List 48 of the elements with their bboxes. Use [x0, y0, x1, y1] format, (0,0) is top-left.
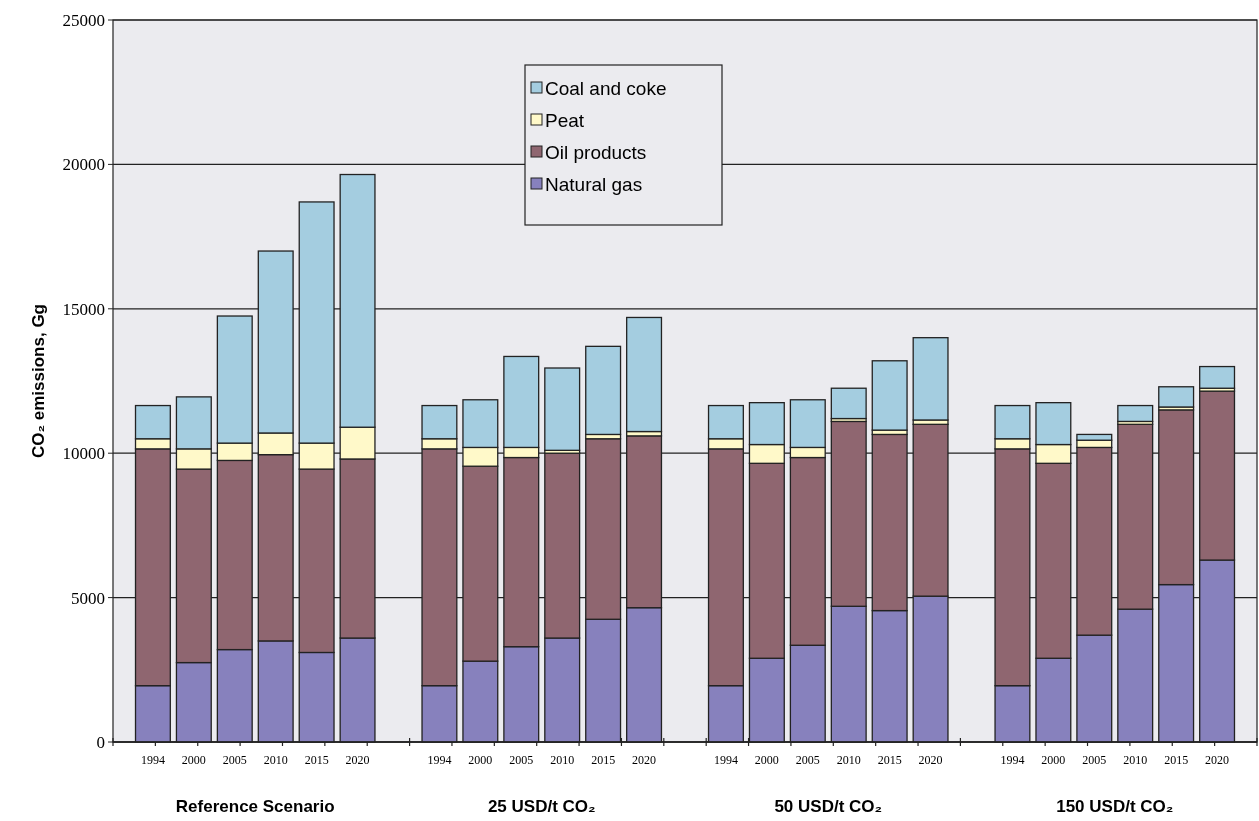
x-tick-label: 2000: [468, 753, 493, 767]
bar: [1158, 386, 1195, 408]
text: 25 USD/t CO₂: [487, 797, 596, 816]
x-tick-label: 2015: [877, 753, 902, 767]
bar: [871, 360, 908, 431]
bar: [912, 337, 949, 421]
bar: [830, 387, 867, 420]
legend-label: Coal and coke: [545, 77, 667, 99]
y-axis-title: CO₂ emissions, Gg: [29, 304, 48, 458]
bar: [1117, 404, 1154, 423]
bar: [585, 345, 622, 436]
text: 150 USD/t CO₂: [1056, 797, 1174, 816]
x-tick-label: 1994: [713, 753, 738, 767]
x-tick-label: 2020: [632, 753, 657, 767]
x-tick-label: 2020: [345, 753, 370, 767]
x-tick-label: 2005: [1082, 753, 1107, 767]
y-tick-label: 15000: [62, 299, 105, 319]
x-tick-label: 2015: [304, 753, 329, 767]
legend-label: Oil products: [545, 141, 647, 163]
x-tick-label: 2005: [222, 753, 247, 767]
x-tick-label: 2010: [1123, 753, 1148, 767]
bar: [544, 367, 581, 451]
x-tick-label: 2000: [1041, 753, 1066, 767]
y-tick-label: 10000: [62, 444, 105, 464]
x-tick-label: 1994: [427, 753, 452, 767]
x-tick-label: 1994: [140, 753, 165, 767]
bar: [626, 316, 663, 433]
x-tick-label: 2015: [1164, 753, 1189, 767]
x-tick-label: 2020: [918, 753, 943, 767]
x-tick-label: 2010: [550, 753, 575, 767]
x-tick-label: 2005: [509, 753, 534, 767]
y-tick-label: 0: [96, 732, 105, 752]
x-tick-label: 2000: [754, 753, 779, 767]
legend-label: Natural gas: [545, 173, 643, 195]
x-tick-label: 1994: [1000, 753, 1025, 767]
y-tick-label: 25000: [62, 10, 105, 30]
text: 50 USD/t CO₂: [774, 797, 883, 816]
legend-label: Peat: [545, 109, 585, 131]
x-tick-label: 2010: [836, 753, 861, 767]
bar: [1199, 365, 1236, 389]
text: Reference Scenario: [175, 797, 335, 816]
x-tick-label: 2015: [591, 753, 616, 767]
y-tick-label: 5000: [71, 588, 105, 608]
x-tick-label: 2005: [795, 753, 820, 767]
x-tick-label: 2020: [1205, 753, 1230, 767]
x-tick-label: 2000: [181, 753, 206, 767]
y-tick-label: 20000: [62, 155, 105, 175]
x-tick-label: 2010: [263, 753, 288, 767]
